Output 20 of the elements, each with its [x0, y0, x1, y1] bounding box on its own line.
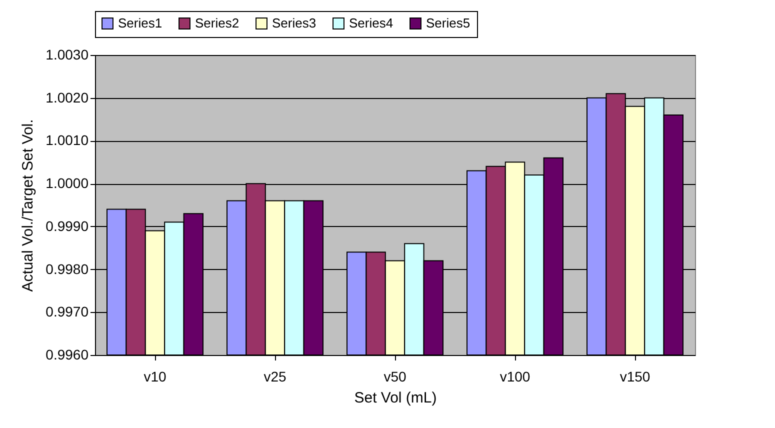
y-tick-label: 0.9980 [46, 260, 89, 277]
y-tick-label: 1.0030 [46, 46, 89, 62]
x-tick-label: v100 [500, 368, 530, 384]
legend-label: Series3 [272, 16, 316, 31]
legend-label: Series2 [195, 16, 240, 31]
legend-label: Series1 [118, 16, 162, 31]
y-tick-label: 1.0010 [46, 132, 89, 148]
legend-label: Series5 [426, 16, 470, 31]
y-axis-title: Actual Vol./Target Set Vol. [20, 119, 37, 292]
x-tick-label: v10 [144, 368, 166, 384]
x-tick-label: v25 [264, 368, 286, 384]
y-tick-label: 0.9970 [46, 304, 89, 320]
x-tick-label: v150 [620, 368, 650, 384]
legend-label: Series4 [349, 16, 394, 31]
y-tick-label: 1.0000 [46, 175, 89, 192]
x-axis-title: Set Vol (mL) [354, 390, 437, 406]
x-tick-label: v50 [384, 368, 406, 384]
y-tick-label: 0.9990 [46, 218, 89, 234]
y-tick-label: 0.9960 [46, 346, 89, 362]
y-tick-label: 1.0020 [46, 89, 89, 106]
